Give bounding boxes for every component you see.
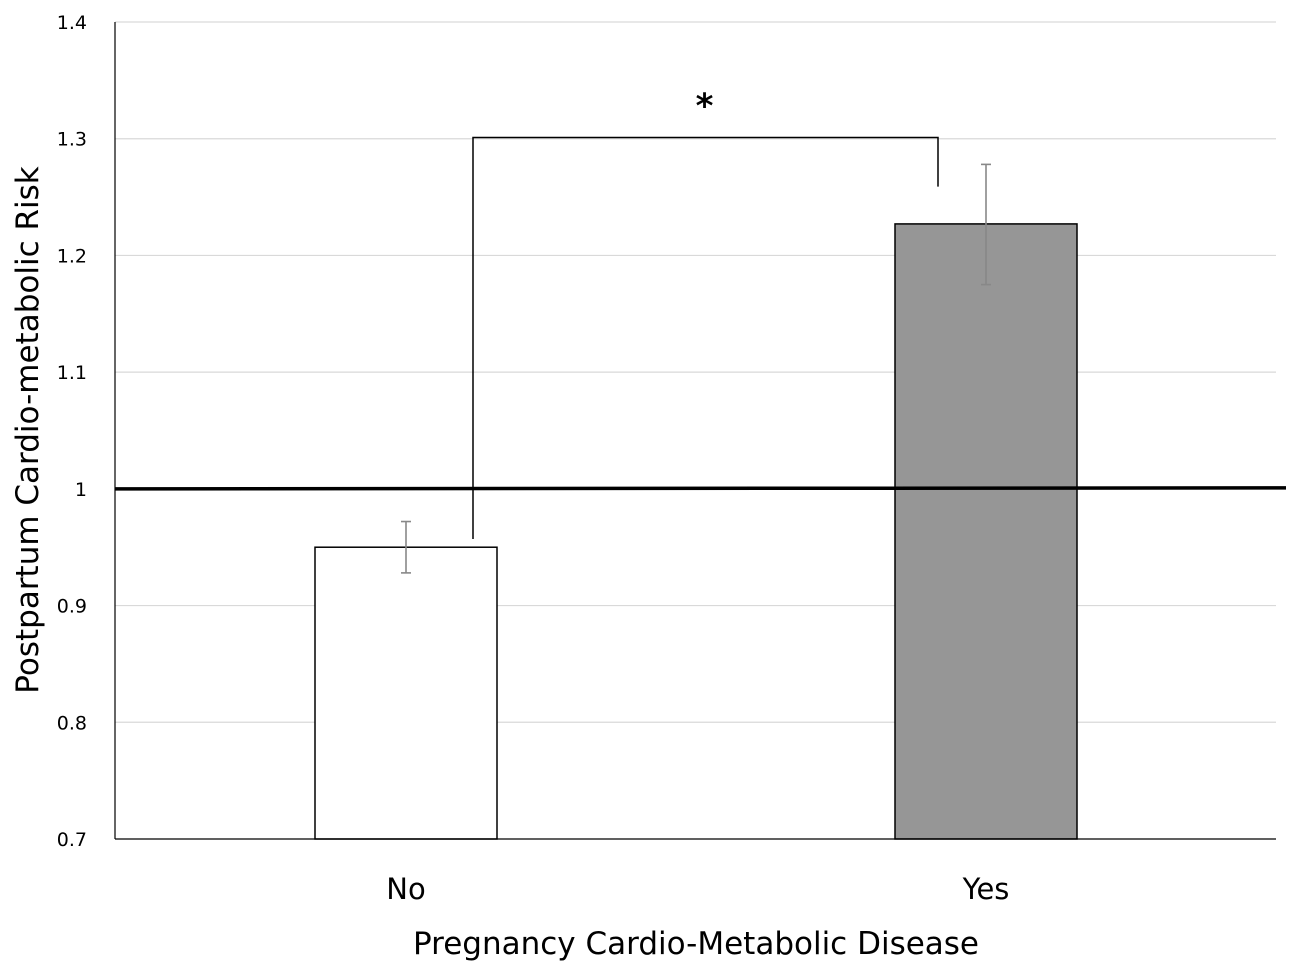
axes [114,22,1276,840]
x-tick-labels: No Yes [386,872,1009,906]
y-tick-label: 1.1 [57,362,87,384]
y-tick-label: 1.4 [57,12,87,34]
reference-line [114,486,1287,491]
significance-bracket [472,136,939,540]
y-tick-label: 1.2 [57,245,87,267]
error-bars [401,163,991,574]
reference-lines [114,486,1287,491]
bar-no [314,546,498,840]
gridlines [115,21,1276,723]
y-tick-labels: 0.7 0.8 0.9 1 1.1 1.2 1.3 1.4 [57,12,87,851]
x-tick-label: Yes [962,872,1010,906]
x-axis-title: Pregnancy Cardio-Metabolic Disease [413,926,979,961]
error-bar-no [401,520,411,574]
bars [314,223,1078,840]
y-tick-label: 0.9 [57,596,87,618]
significance-annotation: * [472,87,939,540]
bar-yes [894,223,1078,840]
y-tick-label: 0.8 [57,712,87,734]
x-tick-label: No [386,872,425,906]
error-bar-yes [981,163,991,286]
y-axis-title: Postpartum Cardio-metabolic Risk [10,166,46,693]
y-tick-label: 1.3 [57,129,87,151]
significance-label: * [696,87,714,127]
y-tick-label: 0.7 [57,829,87,851]
y-tick-label: 1 [75,479,87,501]
